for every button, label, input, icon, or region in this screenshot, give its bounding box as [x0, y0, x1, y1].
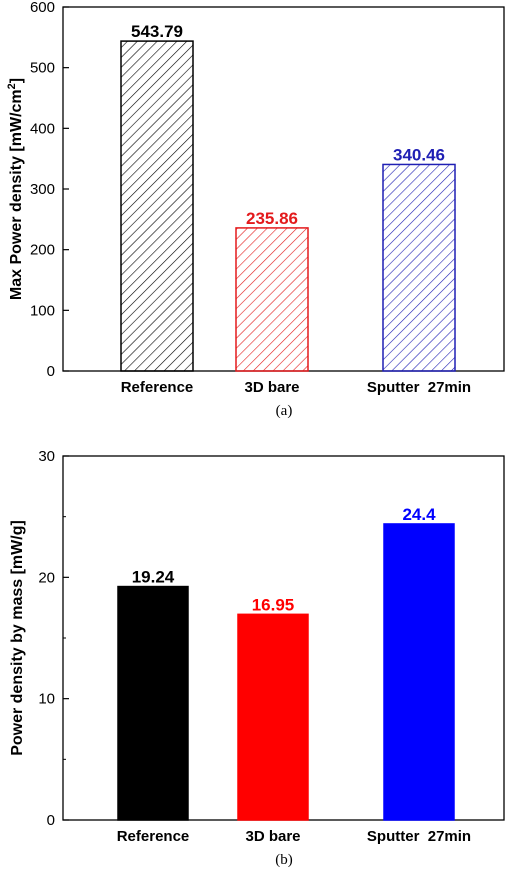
y-axis-label-b: Power density by mass [mW/g] [9, 520, 26, 756]
category-label: 3D bare [245, 828, 300, 845]
bars-a [120, 40, 456, 372]
y-axis-label-a: Max Power density [mW/cm2] [6, 78, 25, 300]
chart-a: 0 100 200 300 400 500 600 543.79 235.86 340.46 R… [6, 0, 505, 419]
category-labels-a: Reference 3D bare Sputter 27min [121, 379, 471, 396]
y-tick-label: 20 [38, 569, 55, 586]
category-label: 3D bare [244, 379, 299, 396]
y-ticks-b: 0 10 20 30 [38, 448, 69, 829]
y-tick-label: 200 [30, 242, 55, 259]
y-tick-label: 300 [30, 181, 55, 198]
bar [120, 40, 194, 372]
bar-value-label: 16.95 [252, 595, 295, 614]
category-label: Reference [117, 828, 190, 845]
y-tick-label: 0 [47, 812, 55, 829]
bar-value-label: 543.79 [131, 22, 183, 41]
y-tick-label: 10 [38, 691, 55, 708]
caption-a: (a) [276, 403, 293, 419]
y-ticks-a: 0 100 200 300 400 500 600 [30, 0, 69, 380]
bar [235, 227, 309, 372]
y-tick-label: 0 [47, 363, 55, 380]
bar-value-label: 19.24 [132, 568, 175, 587]
bar-value-label: 235.86 [246, 209, 298, 228]
y-tick-label: 600 [30, 0, 55, 16]
bars-b [117, 523, 455, 821]
bar [382, 163, 456, 372]
bar-value-label: 340.46 [393, 145, 445, 164]
bar-value-label: 24.4 [402, 505, 436, 524]
category-label: Reference [121, 379, 194, 396]
bar [117, 585, 189, 821]
bar [383, 523, 455, 821]
chart-b: 0 10 20 30 19.24 16.95 24.4 Reference 3D bare S… [9, 448, 505, 868]
category-label: Sputter 27min [367, 828, 471, 845]
value-labels-a: 543.79 235.86 340.46 [131, 22, 445, 228]
category-labels-b: Reference 3D bare Sputter 27min [117, 828, 471, 845]
y-tick-label: 500 [30, 60, 55, 77]
category-label: Sputter 27min [367, 379, 471, 396]
y-tick-label: 400 [30, 120, 55, 137]
value-labels-b: 19.24 16.95 24.4 [132, 505, 436, 614]
caption-b: (b) [275, 852, 293, 868]
y-tick-label: 30 [38, 448, 55, 465]
bar [237, 613, 309, 821]
y-tick-label: 100 [30, 302, 55, 319]
